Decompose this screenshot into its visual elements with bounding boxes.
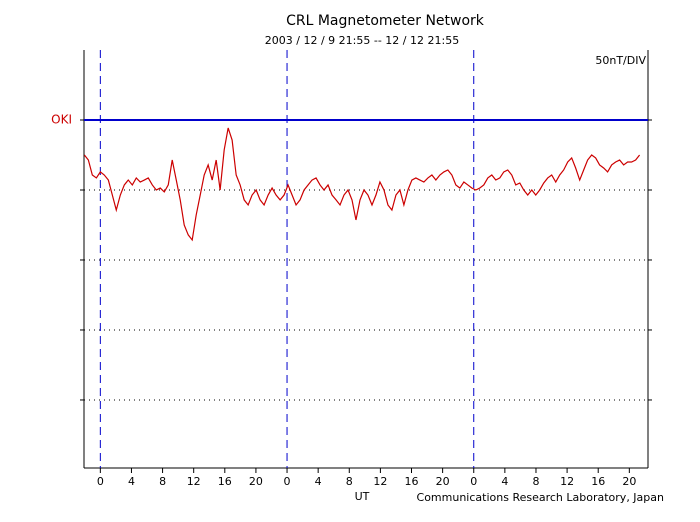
x-tick-label: 4 [501,475,508,488]
x-tick-label: 12 [560,475,574,488]
x-tick-label: 0 [97,475,104,488]
x-tick-label: 20 [249,475,263,488]
x-tick-label: 8 [159,475,166,488]
x-tick-label: 4 [128,475,135,488]
x-tick-label: 0 [284,475,291,488]
x-tick-label: 12 [187,475,201,488]
credit: Communications Research Laboratory, Japa… [417,491,665,504]
data-line [83,127,641,242]
x-tick-label: 20 [436,475,450,488]
x-axis-label: UT [355,490,370,503]
x-tick-label: 16 [405,475,419,488]
x-tick-label: 0 [470,475,477,488]
x-tick-label: 8 [532,475,539,488]
series-name: OKI [51,112,72,126]
chart-title: CRL Magnetometer Network [286,13,485,29]
chart-subtitle: 2003 / 12 / 9 21:55 -- 12 / 12 21:55 [265,34,459,47]
x-tick-label: 8 [346,475,353,488]
x-tick-label: 4 [315,475,322,488]
x-tick-label: 12 [373,475,387,488]
x-tick-label: 16 [591,475,605,488]
x-tick-label: 20 [622,475,636,488]
x-tick-label: 16 [218,475,232,488]
scale-label: 50nT/DIV [595,54,646,67]
